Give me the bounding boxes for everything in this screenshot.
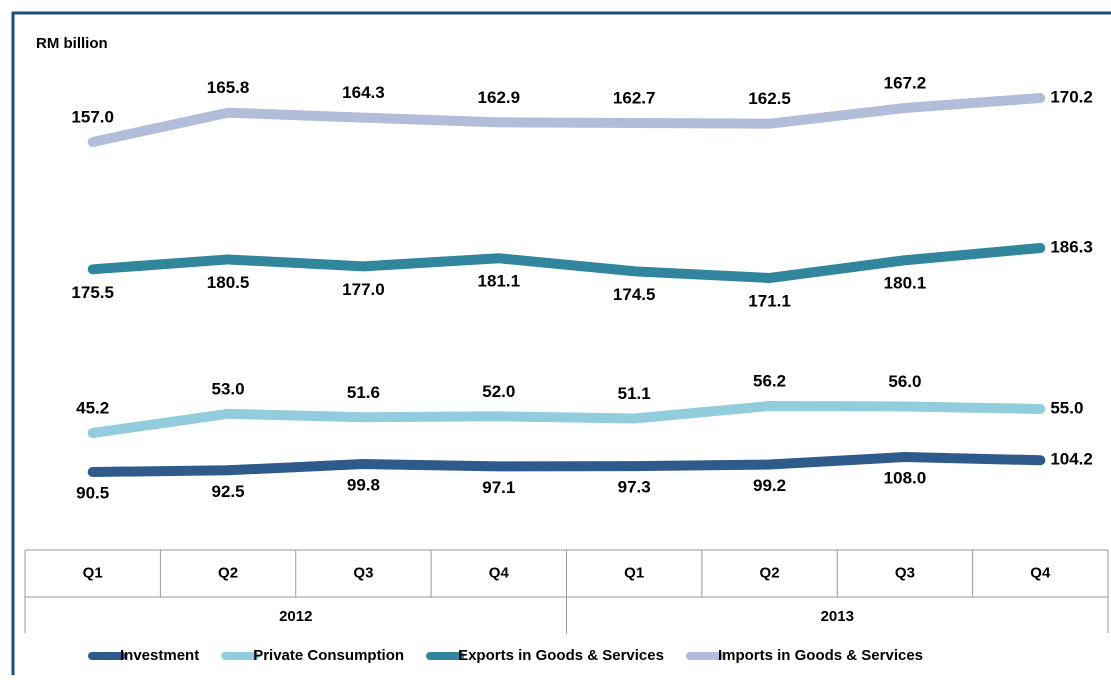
data-label: 162.5: [748, 89, 791, 108]
data-label: 55.0: [1050, 398, 1083, 417]
x-group-label: 2013: [821, 608, 854, 625]
legend-label: Investment: [120, 647, 199, 664]
x-tick-label: Q2: [760, 564, 780, 581]
frame: [11, 11, 1111, 680]
data-label: 97.3: [618, 478, 651, 497]
x-tick-label: Q3: [353, 564, 373, 581]
data-label: 171.1: [748, 291, 791, 310]
data-label: 175.5: [71, 283, 114, 302]
data-label: 56.2: [753, 371, 786, 390]
x-tick-label: Q2: [218, 564, 238, 581]
data-label: 56.0: [888, 372, 921, 391]
data-label: 177.0: [342, 280, 385, 299]
legend-label: Exports in Goods & Services: [458, 647, 664, 664]
data-label: 90.5: [76, 483, 109, 502]
data-label: 97.1: [482, 478, 515, 497]
data-label: 108.0: [884, 468, 927, 487]
data-label: 92.5: [212, 482, 245, 501]
data-label: 51.1: [618, 384, 651, 403]
data-label: 99.8: [347, 476, 380, 495]
data-label: 53.0: [212, 379, 245, 398]
data-label: 174.5: [613, 285, 656, 304]
data-label: 165.8: [207, 78, 250, 97]
data-label: 180.5: [207, 273, 250, 292]
data-label: 52.0: [482, 382, 515, 401]
x-tick-label: Q4: [489, 564, 510, 581]
line-series: [87, 452, 1046, 477]
x-group-label: 2012: [279, 608, 312, 625]
data-label: 157.0: [71, 107, 114, 126]
line-series: [87, 243, 1046, 283]
line-series: [87, 401, 1046, 438]
data-label: 99.2: [753, 476, 786, 495]
legend-label: Imports in Goods & Services: [718, 647, 923, 664]
data-label: 180.1: [884, 274, 927, 293]
data-label: 186.3: [1050, 237, 1093, 256]
data-label: 162.9: [478, 88, 521, 107]
x-tick-label: Q1: [624, 564, 644, 581]
data-label: 167.2: [884, 73, 927, 92]
line-series: [87, 93, 1046, 147]
data-label: 181.1: [478, 272, 521, 291]
x-tick-label: Q4: [1030, 564, 1051, 581]
legend-label: Private Consumption: [253, 647, 404, 664]
y-axis-label: RM billion: [36, 35, 108, 52]
x-tick-label: Q1: [83, 564, 103, 581]
data-label: 51.6: [347, 383, 380, 402]
x-tick-label: Q3: [895, 564, 915, 581]
data-label: 162.7: [613, 88, 656, 107]
data-label: 164.3: [342, 83, 385, 102]
data-label: 104.2: [1050, 450, 1093, 469]
data-label: 45.2: [76, 398, 109, 417]
data-label: 170.2: [1050, 87, 1093, 106]
